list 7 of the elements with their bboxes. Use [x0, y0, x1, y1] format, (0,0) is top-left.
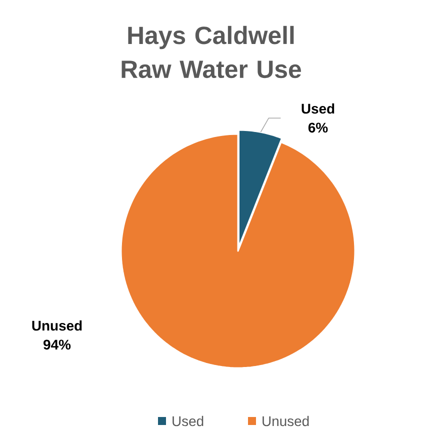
- data-label: 94%: [44, 340, 71, 350]
- data-label: 6%: [308, 122, 328, 133]
- slice-label: Unused: [32, 320, 82, 331]
- chart-title: Hays Caldwell Raw Water Use: [122, 26, 302, 78]
- slice-label: Used: [302, 103, 334, 114]
- legend-label: Unused: [262, 416, 309, 426]
- legend-label: Used: [172, 416, 204, 426]
